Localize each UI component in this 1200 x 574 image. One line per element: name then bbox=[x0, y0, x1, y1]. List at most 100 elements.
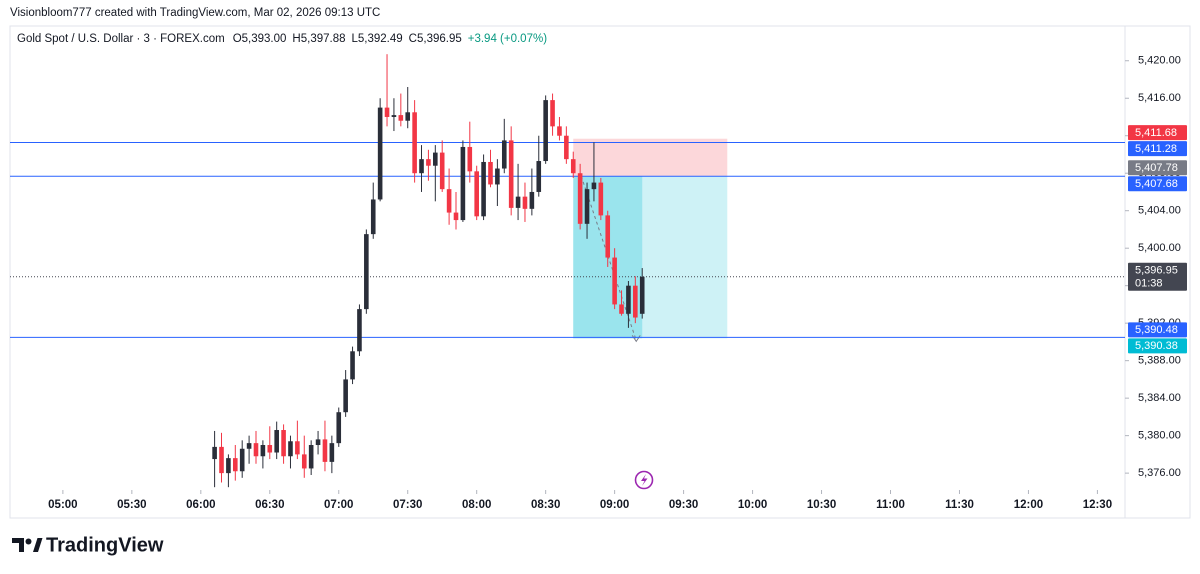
candle-body bbox=[212, 446, 217, 460]
candle-body bbox=[219, 446, 224, 474]
logo: TradingView bbox=[12, 534, 164, 556]
price-label: 5,411.68 bbox=[1135, 127, 1177, 139]
candle-body bbox=[612, 257, 617, 305]
x-tick-label: 12:00 bbox=[1014, 499, 1043, 511]
price-label-bg bbox=[1128, 141, 1187, 157]
candle-body bbox=[281, 430, 286, 457]
x-tick-label: 11:00 bbox=[876, 499, 905, 511]
legend-item: H5,397.88 bbox=[292, 33, 345, 45]
alert-icon bbox=[634, 470, 654, 490]
candle-body bbox=[446, 189, 452, 213]
candle-body bbox=[550, 100, 555, 127]
candle-body bbox=[322, 439, 328, 462]
candle-body bbox=[619, 304, 624, 314]
price-label-bg bbox=[1128, 322, 1187, 338]
candle-body bbox=[591, 182, 597, 190]
price-label: 5,396.95 bbox=[1135, 264, 1178, 276]
candle-body bbox=[315, 439, 321, 446]
candle-body bbox=[626, 285, 631, 314]
price-label: 5,411.28 bbox=[1135, 143, 1177, 155]
candle-body bbox=[343, 379, 348, 413]
y-tick-label: 5,384.00 bbox=[1138, 392, 1181, 404]
candle-body bbox=[460, 146, 466, 221]
candle-body bbox=[598, 182, 604, 216]
y-tick-label: 5,416.00 bbox=[1138, 92, 1181, 104]
x-tick-label: 07:30 bbox=[393, 499, 422, 511]
x-tick-label: 05:00 bbox=[48, 499, 77, 511]
candle-body bbox=[488, 161, 493, 185]
candle-body bbox=[336, 412, 342, 444]
x-tick-label: 05:30 bbox=[117, 499, 146, 511]
candle-body bbox=[633, 285, 638, 318]
candle-body bbox=[467, 146, 473, 172]
candle-body bbox=[536, 161, 542, 192]
candle-body bbox=[260, 445, 266, 457]
candle-body bbox=[398, 115, 404, 121]
candle-body bbox=[570, 159, 576, 174]
y-tick-label: 5,380.00 bbox=[1138, 430, 1181, 442]
candle-body bbox=[370, 199, 376, 235]
price-label-bg bbox=[1128, 125, 1187, 141]
candle-body bbox=[288, 441, 293, 457]
candle-body bbox=[267, 445, 273, 453]
candle-body bbox=[474, 171, 479, 217]
candle-body bbox=[239, 448, 245, 472]
x-tick-label: 09:00 bbox=[600, 499, 629, 511]
candle-body bbox=[501, 140, 507, 169]
header: Visionbloom777 created with TradingView.… bbox=[10, 7, 380, 19]
candle-body bbox=[557, 126, 562, 136]
plot bbox=[10, 54, 1125, 488]
candle-body bbox=[357, 309, 362, 352]
x-tick-label: 12:30 bbox=[1083, 499, 1112, 511]
candle-body bbox=[426, 159, 431, 166]
candle-body bbox=[439, 152, 445, 190]
candle-body bbox=[515, 196, 521, 208]
price-label: 5,390.38 bbox=[1135, 340, 1178, 352]
candle-body bbox=[495, 168, 500, 185]
candle-body bbox=[584, 189, 590, 224]
y-tick-label: 5,420.00 bbox=[1138, 55, 1181, 67]
x-tick-label: 06:30 bbox=[255, 499, 284, 511]
legend-item: +3.94 (+0.07%) bbox=[468, 33, 547, 45]
y-tick-label: 5,376.00 bbox=[1138, 467, 1181, 479]
price-label: 5,407.68 bbox=[1135, 178, 1178, 190]
candle-body bbox=[226, 458, 231, 474]
axes: 5,376.005,380.005,384.005,388.005,392.00… bbox=[48, 55, 1187, 511]
candle-body bbox=[639, 276, 645, 314]
countdown: 01:38 bbox=[1135, 278, 1163, 290]
candle-body bbox=[384, 107, 390, 117]
candle-body bbox=[529, 191, 535, 209]
y-tick-label: 5,404.00 bbox=[1138, 205, 1181, 217]
x-tick-label: 10:00 bbox=[738, 499, 767, 511]
candle-body bbox=[433, 152, 438, 166]
candle-body bbox=[481, 161, 486, 217]
price-label-bg bbox=[1128, 160, 1187, 176]
legend-item: C5,396.95 bbox=[409, 33, 462, 45]
candle-body bbox=[364, 234, 369, 310]
x-tick-label: 08:30 bbox=[531, 499, 560, 511]
legend-item: L5,392.49 bbox=[352, 33, 403, 45]
price-label: 5,407.78 bbox=[1135, 162, 1178, 174]
legend-item: O5,393.00 bbox=[233, 33, 287, 45]
x-tick-label: 10:30 bbox=[807, 499, 836, 511]
candle-body bbox=[391, 115, 397, 117]
price-label-bg bbox=[1128, 176, 1187, 192]
legend-text: Gold Spot / U.S. Dollar · 3 · FOREX.com O… bbox=[17, 33, 547, 45]
x-tick-label: 07:00 bbox=[324, 499, 353, 511]
candle-body bbox=[564, 135, 569, 160]
candle-body bbox=[419, 159, 424, 174]
candle-body bbox=[577, 173, 583, 224]
candle-body bbox=[246, 443, 252, 449]
candle-body bbox=[329, 443, 335, 462]
candle-body bbox=[350, 351, 355, 380]
x-tick-label: 09:30 bbox=[669, 499, 698, 511]
candle-body bbox=[453, 212, 459, 221]
candle-body bbox=[253, 443, 259, 457]
candle-body bbox=[308, 445, 314, 469]
candle-body bbox=[522, 196, 528, 209]
legend: Gold Spot / U.S. Dollar · 3 · FOREX.com O… bbox=[17, 33, 547, 45]
price-label-bg bbox=[1128, 338, 1187, 354]
